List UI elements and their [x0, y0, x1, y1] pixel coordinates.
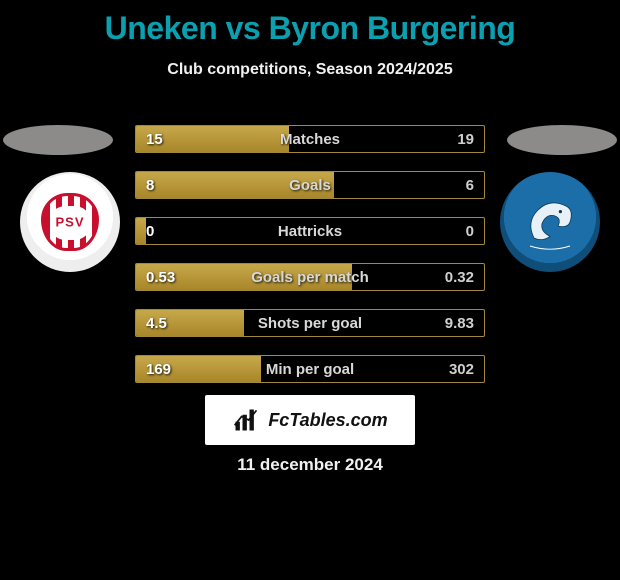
stat-label: Hattricks — [136, 218, 484, 244]
stat-value-right: 0 — [466, 218, 474, 244]
stat-label: Goals — [136, 172, 484, 198]
stat-row: 15Matches19 — [135, 125, 485, 153]
site-badge-label: FcTables.com — [268, 410, 387, 431]
stat-label: Shots per goal — [136, 310, 484, 336]
stat-row: 169Min per goal302 — [135, 355, 485, 383]
stat-row: 4.5Shots per goal9.83 — [135, 309, 485, 337]
player-photo-placeholder-right — [507, 125, 617, 155]
subtitle: Club competitions, Season 2024/2025 — [0, 61, 620, 79]
date-text: 11 december 2024 — [0, 455, 620, 475]
stat-value-right: 6 — [466, 172, 474, 198]
stat-value-right: 9.83 — [445, 310, 474, 336]
stat-row: 0.53Goals per match0.32 — [135, 263, 485, 291]
stat-label: Min per goal — [136, 356, 484, 382]
club-crest-left-label: PSV — [55, 215, 84, 230]
stat-row: 8Goals6 — [135, 171, 485, 199]
site-badge: FcTables.com — [205, 395, 415, 445]
stat-value-right: 0.32 — [445, 264, 474, 290]
stat-value-right: 19 — [457, 126, 474, 152]
bar-chart-icon — [232, 406, 260, 434]
club-crest-right — [500, 172, 600, 272]
stats-container: 15Matches19 8Goals6 0Hattricks0 0.53Goals p… — [135, 125, 485, 401]
stat-value-right: 302 — [449, 356, 474, 382]
stat-label: Matches — [136, 126, 484, 152]
dragon-icon — [510, 182, 590, 262]
stat-label: Goals per match — [136, 264, 484, 290]
page-title: Uneken vs Byron Burgering — [0, 0, 620, 47]
player-photo-placeholder-left — [3, 125, 113, 155]
stat-row: 0Hattricks0 — [135, 217, 485, 245]
club-crest-left: PSV — [20, 172, 120, 272]
